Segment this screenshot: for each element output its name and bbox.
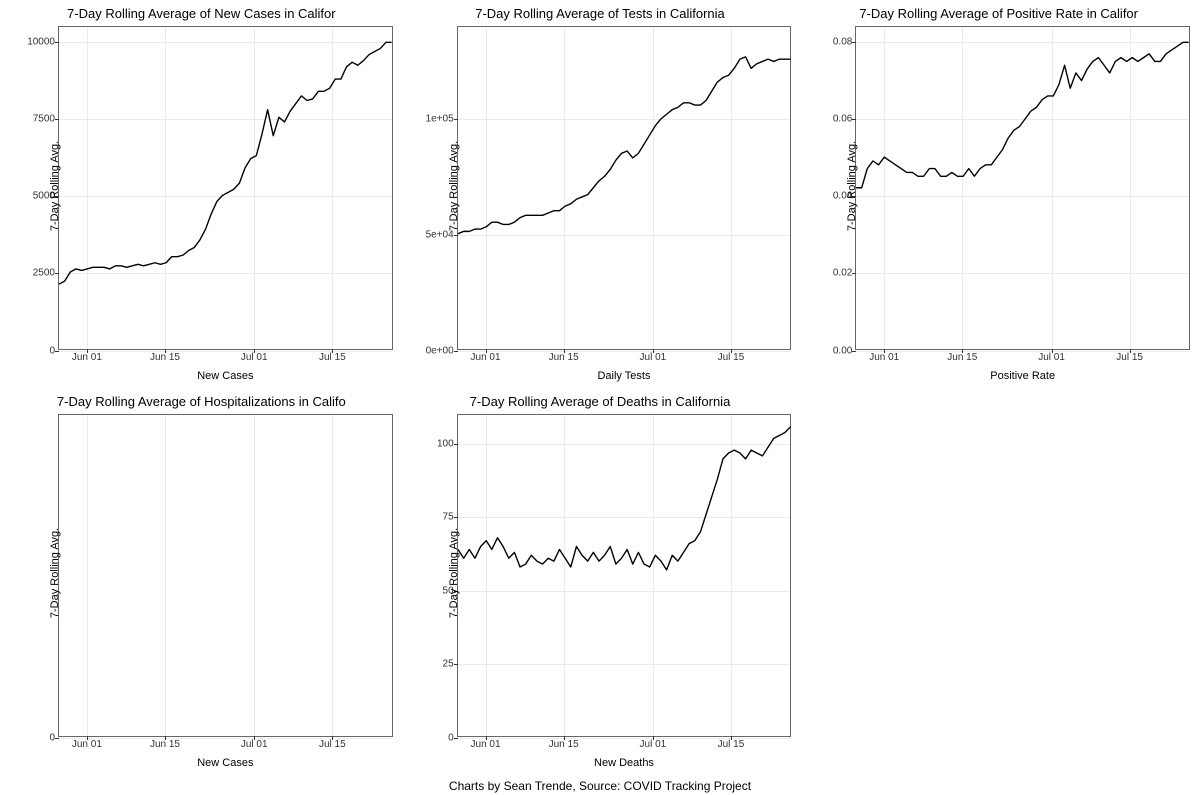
y-axis-label: 7-Day Rolling Avg. — [448, 141, 460, 231]
panel-hospitalizations: 7-Day Rolling Average of Hospitalization… — [4, 392, 399, 776]
panel-empty — [801, 392, 1196, 776]
series-line — [458, 415, 791, 737]
xtick-label: Jun 01 — [72, 349, 102, 363]
y-axis-label: 7-Day Rolling Avg. — [448, 528, 460, 618]
xtick-label: Jun 15 — [947, 349, 977, 363]
caption: Charts by Sean Trende, Source: COVID Tra… — [0, 779, 1200, 793]
y-axis-label: 7-Day Rolling Avg. — [49, 141, 61, 231]
panel-title: 7-Day Rolling Average of Hospitalization… — [4, 394, 399, 409]
plot-area: 0255075100Jun 01Jun 15Jul 01Jul 15 — [457, 414, 792, 738]
plot-area: 0.000.020.040.060.08Jun 01Jun 15Jul 01Ju… — [855, 26, 1190, 350]
series-line — [59, 27, 392, 349]
ytick-label: 2500 — [33, 268, 59, 279]
series-line — [458, 27, 791, 349]
xtick-label: Jun 15 — [549, 736, 579, 750]
xtick-label: Jul 15 — [718, 736, 745, 750]
ytick-label: 7500 — [33, 114, 59, 125]
ytick-label: 0.00 — [833, 345, 856, 356]
gridline-v — [87, 415, 88, 737]
panel-deaths: 7-Day Rolling Average of Deaths in Calif… — [403, 392, 798, 776]
ytick-label: 0.08 — [833, 37, 856, 48]
ytick-label: 1e+05 — [426, 114, 458, 125]
gridline-v — [165, 415, 166, 737]
xtick-label: Jul 15 — [718, 349, 745, 363]
panel-title: 7-Day Rolling Average of Positive Rate i… — [801, 6, 1196, 21]
panel-title: 7-Day Rolling Average of Deaths in Calif… — [403, 394, 798, 409]
y-axis-label: 7-Day Rolling Avg. — [846, 141, 858, 231]
ytick-label: 0.02 — [833, 268, 856, 279]
xtick-label: Jul 15 — [319, 736, 346, 750]
panel-title: 7-Day Rolling Average of Tests in Califo… — [403, 6, 798, 21]
xtick-label: Jun 15 — [549, 349, 579, 363]
xtick-label: Jul 01 — [640, 736, 667, 750]
xtick-label: Jun 01 — [471, 736, 501, 750]
x-axis-label: New Cases — [185, 370, 265, 382]
gridline-v — [254, 415, 255, 737]
plot-area: 0Jun 01Jun 15Jul 01Jul 15 — [58, 414, 393, 738]
series-line — [856, 27, 1189, 349]
xtick-label: Jul 15 — [319, 349, 346, 363]
xtick-label: Jul 01 — [1038, 349, 1065, 363]
xtick-label: Jun 01 — [471, 349, 501, 363]
ytick-label: 75 — [443, 512, 458, 523]
plot-area: 0e+005e+041e+05Jun 01Jun 15Jul 01Jul 15 — [457, 26, 792, 350]
xtick-label: Jul 01 — [241, 349, 268, 363]
ytick-label: 0e+00 — [426, 345, 458, 356]
x-axis-label: Daily Tests — [584, 370, 664, 382]
x-axis-label: New Deaths — [584, 757, 664, 769]
y-axis-label: 7-Day Rolling Avg. — [49, 528, 61, 618]
ytick-label: 0.06 — [833, 114, 856, 125]
ytick-label: 0 — [49, 733, 59, 744]
panel-daily-tests: 7-Day Rolling Average of Tests in Califo… — [403, 4, 798, 388]
ytick-label: 10000 — [27, 37, 59, 48]
panel-positive-rate: 7-Day Rolling Average of Positive Rate i… — [801, 4, 1196, 388]
xtick-label: Jul 01 — [640, 349, 667, 363]
plot-area: 025005000750010000Jun 01Jun 15Jul 01Jul … — [58, 26, 393, 350]
ytick-label: 100 — [437, 438, 458, 449]
chart-grid: 7-Day Rolling Average of New Cases in Ca… — [0, 0, 1200, 775]
xtick-label: Jul 15 — [1116, 349, 1143, 363]
xtick-label: Jun 01 — [869, 349, 899, 363]
ytick-label: 25 — [443, 659, 458, 670]
xtick-label: Jul 01 — [241, 736, 268, 750]
x-axis-label: Positive Rate — [983, 370, 1063, 382]
x-axis-label: New Cases — [185, 757, 265, 769]
ytick-label: 0 — [448, 733, 458, 744]
ytick-label: 0 — [49, 345, 59, 356]
gridline-v — [332, 415, 333, 737]
xtick-label: Jun 01 — [72, 736, 102, 750]
panel-new-cases: 7-Day Rolling Average of New Cases in Ca… — [4, 4, 399, 388]
xtick-label: Jun 15 — [150, 349, 180, 363]
xtick-label: Jun 15 — [150, 736, 180, 750]
panel-title: 7-Day Rolling Average of New Cases in Ca… — [4, 6, 399, 21]
